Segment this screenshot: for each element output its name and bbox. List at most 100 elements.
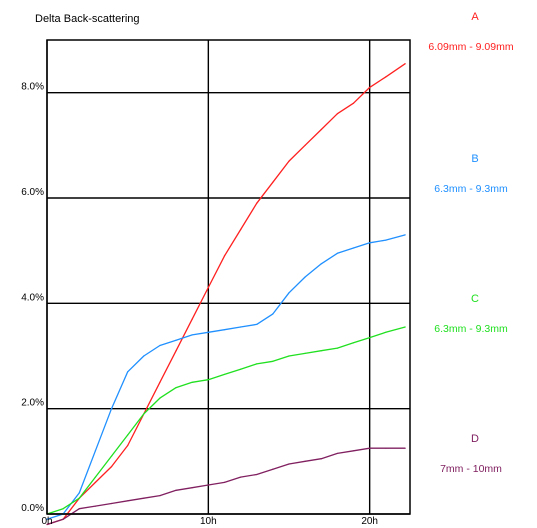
data-point-c bbox=[207, 379, 209, 381]
data-point-d bbox=[256, 473, 258, 476]
legend: A 6.09mm - 9.09mm B 6.3mm - 9.3mm C 6.3mm - 9… bbox=[428, 11, 513, 475]
data-point-c bbox=[127, 434, 129, 436]
data-point-d bbox=[78, 508, 80, 510]
legend-range-a: 6.09mm - 9.09mm bbox=[428, 41, 513, 53]
data-point-c bbox=[369, 336, 371, 339]
data-point-a bbox=[256, 202, 258, 204]
data-point-a bbox=[159, 381, 161, 383]
data-point-c bbox=[143, 413, 145, 415]
data-point-b bbox=[175, 339, 177, 341]
data-point-c bbox=[94, 476, 96, 478]
x-axis-ticks: 0h 10h 20h bbox=[41, 516, 378, 527]
data-point-b bbox=[223, 329, 226, 331]
data-point-a bbox=[336, 113, 338, 115]
data-point-b bbox=[46, 518, 48, 520]
legend-name-a: A bbox=[471, 11, 479, 23]
data-point-d bbox=[110, 502, 113, 505]
data-point-c bbox=[78, 497, 80, 499]
x-tick-label: 0h bbox=[41, 516, 52, 527]
data-point-a bbox=[110, 466, 113, 468]
legend-range-d: 7mm - 10mm bbox=[440, 463, 502, 475]
data-point-b bbox=[207, 331, 209, 333]
data-point-b bbox=[404, 234, 406, 236]
data-point-c bbox=[62, 508, 64, 510]
data-point-a bbox=[127, 444, 129, 447]
data-point-d bbox=[143, 497, 145, 499]
data-point-c bbox=[175, 387, 177, 389]
data-point-c bbox=[240, 368, 242, 370]
legend-name-c: C bbox=[471, 293, 479, 305]
data-point-d bbox=[46, 523, 48, 526]
data-point-d bbox=[127, 500, 129, 502]
data-point-d bbox=[385, 447, 387, 449]
x-tick-label: 20h bbox=[361, 516, 378, 527]
data-point-a bbox=[288, 160, 290, 162]
data-point-b bbox=[336, 252, 338, 254]
series-d bbox=[46, 447, 406, 526]
data-point-d bbox=[207, 484, 209, 486]
data-point-c bbox=[352, 342, 355, 344]
data-point-a bbox=[320, 128, 322, 131]
data-point-b bbox=[320, 263, 322, 265]
data-point-c bbox=[191, 381, 193, 383]
data-point-b bbox=[94, 450, 96, 452]
data-point-d bbox=[320, 458, 322, 460]
data-point-b bbox=[78, 492, 80, 494]
data-point-a bbox=[207, 286, 209, 289]
y-tick-label: 6.0% bbox=[21, 187, 44, 198]
data-point-d bbox=[352, 450, 355, 452]
data-point-b bbox=[352, 247, 355, 249]
data-point-c bbox=[272, 360, 274, 362]
data-point-c bbox=[320, 350, 322, 352]
data-point-d bbox=[336, 452, 338, 455]
y-tick-label: 4.0% bbox=[21, 292, 44, 303]
data-point-b bbox=[110, 408, 113, 410]
data-point-a bbox=[385, 76, 387, 78]
plot-frame bbox=[46, 39, 411, 515]
data-point-c bbox=[256, 363, 258, 365]
data-point-b bbox=[369, 242, 371, 244]
data-point-d bbox=[175, 489, 177, 491]
data-point-d bbox=[62, 518, 64, 520]
data-point-b bbox=[159, 344, 161, 347]
legend-name-d: D bbox=[471, 433, 479, 445]
data-point-b bbox=[191, 334, 193, 336]
data-point-d bbox=[94, 505, 96, 507]
chart-title: Delta Back-scattering bbox=[35, 13, 140, 25]
data-point-a bbox=[223, 255, 226, 257]
data-point-c bbox=[404, 326, 406, 328]
data-point-a bbox=[304, 144, 306, 146]
data-point-a bbox=[94, 481, 96, 483]
data-point-d bbox=[369, 447, 371, 449]
data-point-a bbox=[175, 350, 177, 352]
legend-range-b: 6.3mm - 9.3mm bbox=[434, 183, 508, 195]
data-point-d bbox=[288, 463, 290, 465]
data-point-b bbox=[288, 292, 290, 294]
data-point-a bbox=[369, 86, 371, 88]
y-tick-label: 0.0% bbox=[21, 503, 44, 514]
y-tick-label: 2.0% bbox=[21, 398, 44, 409]
data-point-c bbox=[159, 397, 161, 399]
data-point-a bbox=[272, 181, 274, 183]
data-point-d bbox=[191, 487, 193, 489]
data-point-b bbox=[385, 239, 387, 241]
data-point-a bbox=[352, 102, 355, 104]
data-point-b bbox=[240, 326, 242, 328]
data-point-c bbox=[385, 331, 387, 333]
data-point-b bbox=[256, 323, 258, 325]
data-point-c bbox=[336, 347, 338, 349]
data-point-c bbox=[288, 355, 290, 357]
data-point-d bbox=[272, 468, 274, 470]
data-point-d bbox=[404, 447, 406, 449]
x-tick-label: 10h bbox=[200, 516, 217, 527]
data-point-c bbox=[304, 352, 306, 354]
data-point-a bbox=[191, 318, 193, 320]
series-lines bbox=[46, 63, 406, 526]
data-point-d bbox=[223, 481, 226, 483]
data-point-d bbox=[159, 494, 161, 497]
data-point-b bbox=[127, 371, 129, 373]
data-point-b bbox=[143, 355, 145, 357]
legend-name-b: B bbox=[471, 153, 478, 165]
